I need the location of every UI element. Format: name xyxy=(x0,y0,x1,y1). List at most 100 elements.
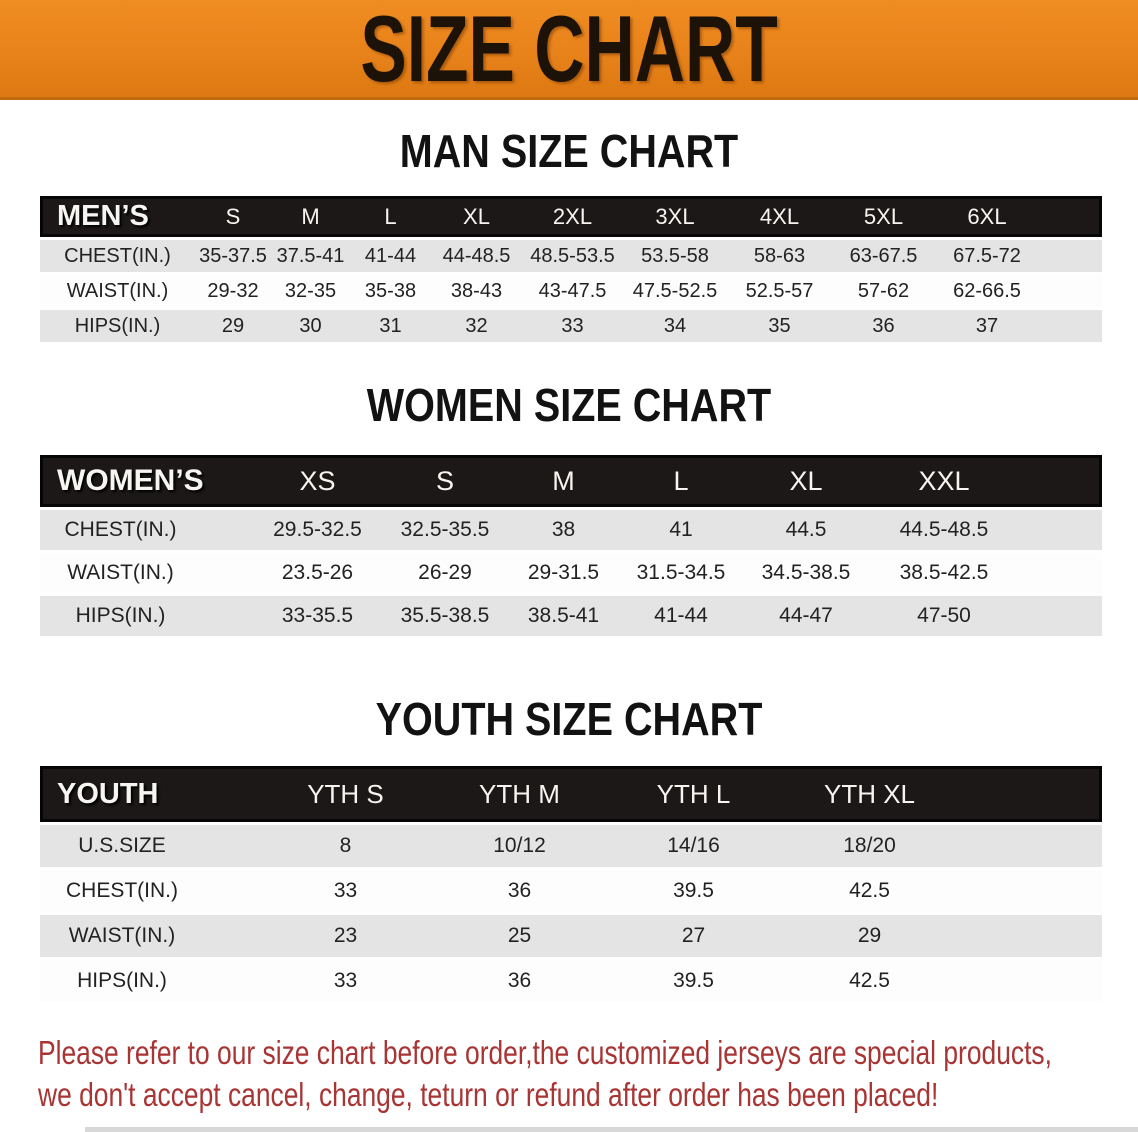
size-value: 47-50 xyxy=(872,596,1016,636)
measurement-row: HIPS(IN.) 33 36 39.5 42.5 xyxy=(40,960,1102,1002)
size-column-header: S xyxy=(195,196,271,237)
size-value: 36 xyxy=(433,870,606,912)
size-value: 41-44 xyxy=(622,596,740,636)
measurement-row: WAIST(IN.) 29-32 32-35 35-38 38-43 43-47.5 47.… xyxy=(40,275,1102,307)
size-value: 63-67.5 xyxy=(832,240,935,272)
row-label: WAIST(IN.) xyxy=(40,915,258,957)
size-column-header: 4XL xyxy=(727,196,832,237)
size-column-header: YTH L xyxy=(606,766,781,822)
size-column-header: XL xyxy=(740,455,872,507)
size-value: 44.5-48.5 xyxy=(872,510,1016,550)
size-column-header: YTH M xyxy=(433,766,606,822)
size-value: 29-31.5 xyxy=(505,553,622,593)
size-value: 48.5-53.5 xyxy=(522,240,623,272)
size-column-header: L xyxy=(622,455,740,507)
size-column-header: M xyxy=(271,196,350,237)
size-column-header: M xyxy=(505,455,622,507)
size-value: 35 xyxy=(727,310,832,342)
size-value: 37.5-41 xyxy=(271,240,350,272)
size-value: 38.5-41 xyxy=(505,596,622,636)
size-value: 58-63 xyxy=(727,240,832,272)
size-value: 47.5-52.5 xyxy=(623,275,727,307)
youth-section-title: YOUTH SIZE CHART xyxy=(375,693,763,745)
size-value: 38.5-42.5 xyxy=(872,553,1016,593)
men-size-chart-section: MAN SIZE CHART MEN’S S M L XL 2XL 3XL 4XL 5XL 6XL… xyxy=(0,128,1138,345)
measurement-row: CHEST(IN.) 29.5-32.5 32.5-35.5 38 41 44.5 44.5… xyxy=(40,510,1102,550)
size-value: 39.5 xyxy=(606,960,781,1002)
spacer-cell xyxy=(1016,553,1102,593)
size-value: 33 xyxy=(258,960,433,1002)
row-label: CHEST(IN.) xyxy=(40,240,195,272)
size-value: 29.5-32.5 xyxy=(250,510,385,550)
size-value: 32 xyxy=(431,310,522,342)
size-value: 35-38 xyxy=(350,275,431,307)
size-value: 25 xyxy=(433,915,606,957)
banner-title: SIZE CHART xyxy=(360,0,778,101)
measurement-row: HIPS(IN.) 29 30 31 32 33 34 35 36 37 xyxy=(40,310,1102,342)
youth-size-table: YOUTH YTH S YTH M YTH L YTH XL U.S.SIZE 8 10/1… xyxy=(40,763,1102,1005)
spacer-cell xyxy=(1039,196,1102,237)
size-value: 42.5 xyxy=(781,870,958,912)
table-header-label: WOMEN’S xyxy=(40,455,250,507)
size-value: 44-47 xyxy=(740,596,872,636)
table-header-label: YOUTH xyxy=(40,766,258,822)
row-label: HIPS(IN.) xyxy=(40,310,195,342)
row-label: HIPS(IN.) xyxy=(40,960,258,1002)
size-value: 10/12 xyxy=(433,825,606,867)
size-value: 14/16 xyxy=(606,825,781,867)
size-value: 23.5-26 xyxy=(250,553,385,593)
size-value: 31.5-34.5 xyxy=(622,553,740,593)
measurement-row: U.S.SIZE 8 10/12 14/16 18/20 xyxy=(40,825,1102,867)
size-column-header: XXL xyxy=(872,455,1016,507)
size-value: 53.5-58 xyxy=(623,240,727,272)
size-value: 30 xyxy=(271,310,350,342)
spacer-cell xyxy=(958,825,1102,867)
size-value: 38 xyxy=(505,510,622,550)
spacer-cell xyxy=(958,870,1102,912)
size-value: 33 xyxy=(258,870,433,912)
size-value: 29 xyxy=(781,915,958,957)
women-section-title: WOMEN SIZE CHART xyxy=(366,379,772,431)
size-value: 34 xyxy=(623,310,727,342)
size-column-header: 5XL xyxy=(832,196,935,237)
size-value: 52.5-57 xyxy=(727,275,832,307)
bottom-edge-strip xyxy=(85,1127,1138,1132)
size-value: 37 xyxy=(935,310,1039,342)
size-chart-banner: SIZE CHART xyxy=(0,0,1138,100)
size-value: 36 xyxy=(433,960,606,1002)
size-value: 62-66.5 xyxy=(935,275,1039,307)
youth-size-chart-section: YOUTH SIZE CHART YOUTH YTH S YTH M YTH L YTH… xyxy=(0,696,1138,1005)
size-value: 67.5-72 xyxy=(935,240,1039,272)
size-column-header: XS xyxy=(250,455,385,507)
spacer-cell xyxy=(1039,240,1102,272)
size-column-header: 2XL xyxy=(522,196,623,237)
disclaimer-text: Please refer to our size chart before or… xyxy=(38,1032,1138,1116)
size-value: 32-35 xyxy=(271,275,350,307)
disclaimer-line-1: Please refer to our size chart before or… xyxy=(38,1034,1052,1071)
spacer-cell xyxy=(1039,275,1102,307)
women-header-row: WOMEN’S XS S M L XL XXL xyxy=(40,455,1102,507)
size-value: 57-62 xyxy=(832,275,935,307)
size-column-header: 6XL xyxy=(935,196,1039,237)
size-value: 41 xyxy=(622,510,740,550)
size-value: 23 xyxy=(258,915,433,957)
size-value: 36 xyxy=(832,310,935,342)
disclaimer-line-2: we don't accept cancel, change, teturn o… xyxy=(38,1076,939,1113)
size-column-header: 3XL xyxy=(623,196,727,237)
size-value: 41-44 xyxy=(350,240,431,272)
size-value: 8 xyxy=(258,825,433,867)
women-size-chart-section: WOMEN SIZE CHART WOMEN’S XS S M L XL XXL CHEST… xyxy=(0,382,1138,639)
row-label: CHEST(IN.) xyxy=(40,870,258,912)
row-label: CHEST(IN.) xyxy=(40,510,250,550)
size-value: 29 xyxy=(195,310,271,342)
size-value: 44-48.5 xyxy=(431,240,522,272)
size-value: 35.5-38.5 xyxy=(385,596,505,636)
measurement-row: CHEST(IN.) 33 36 39.5 42.5 xyxy=(40,870,1102,912)
size-value: 43-47.5 xyxy=(522,275,623,307)
spacer-cell xyxy=(958,960,1102,1002)
size-column-header: YTH S xyxy=(258,766,433,822)
spacer-cell xyxy=(958,766,1102,822)
measurement-row: WAIST(IN.) 23.5-26 26-29 29-31.5 31.5-34.5 34… xyxy=(40,553,1102,593)
size-value: 34.5-38.5 xyxy=(740,553,872,593)
size-value: 26-29 xyxy=(385,553,505,593)
